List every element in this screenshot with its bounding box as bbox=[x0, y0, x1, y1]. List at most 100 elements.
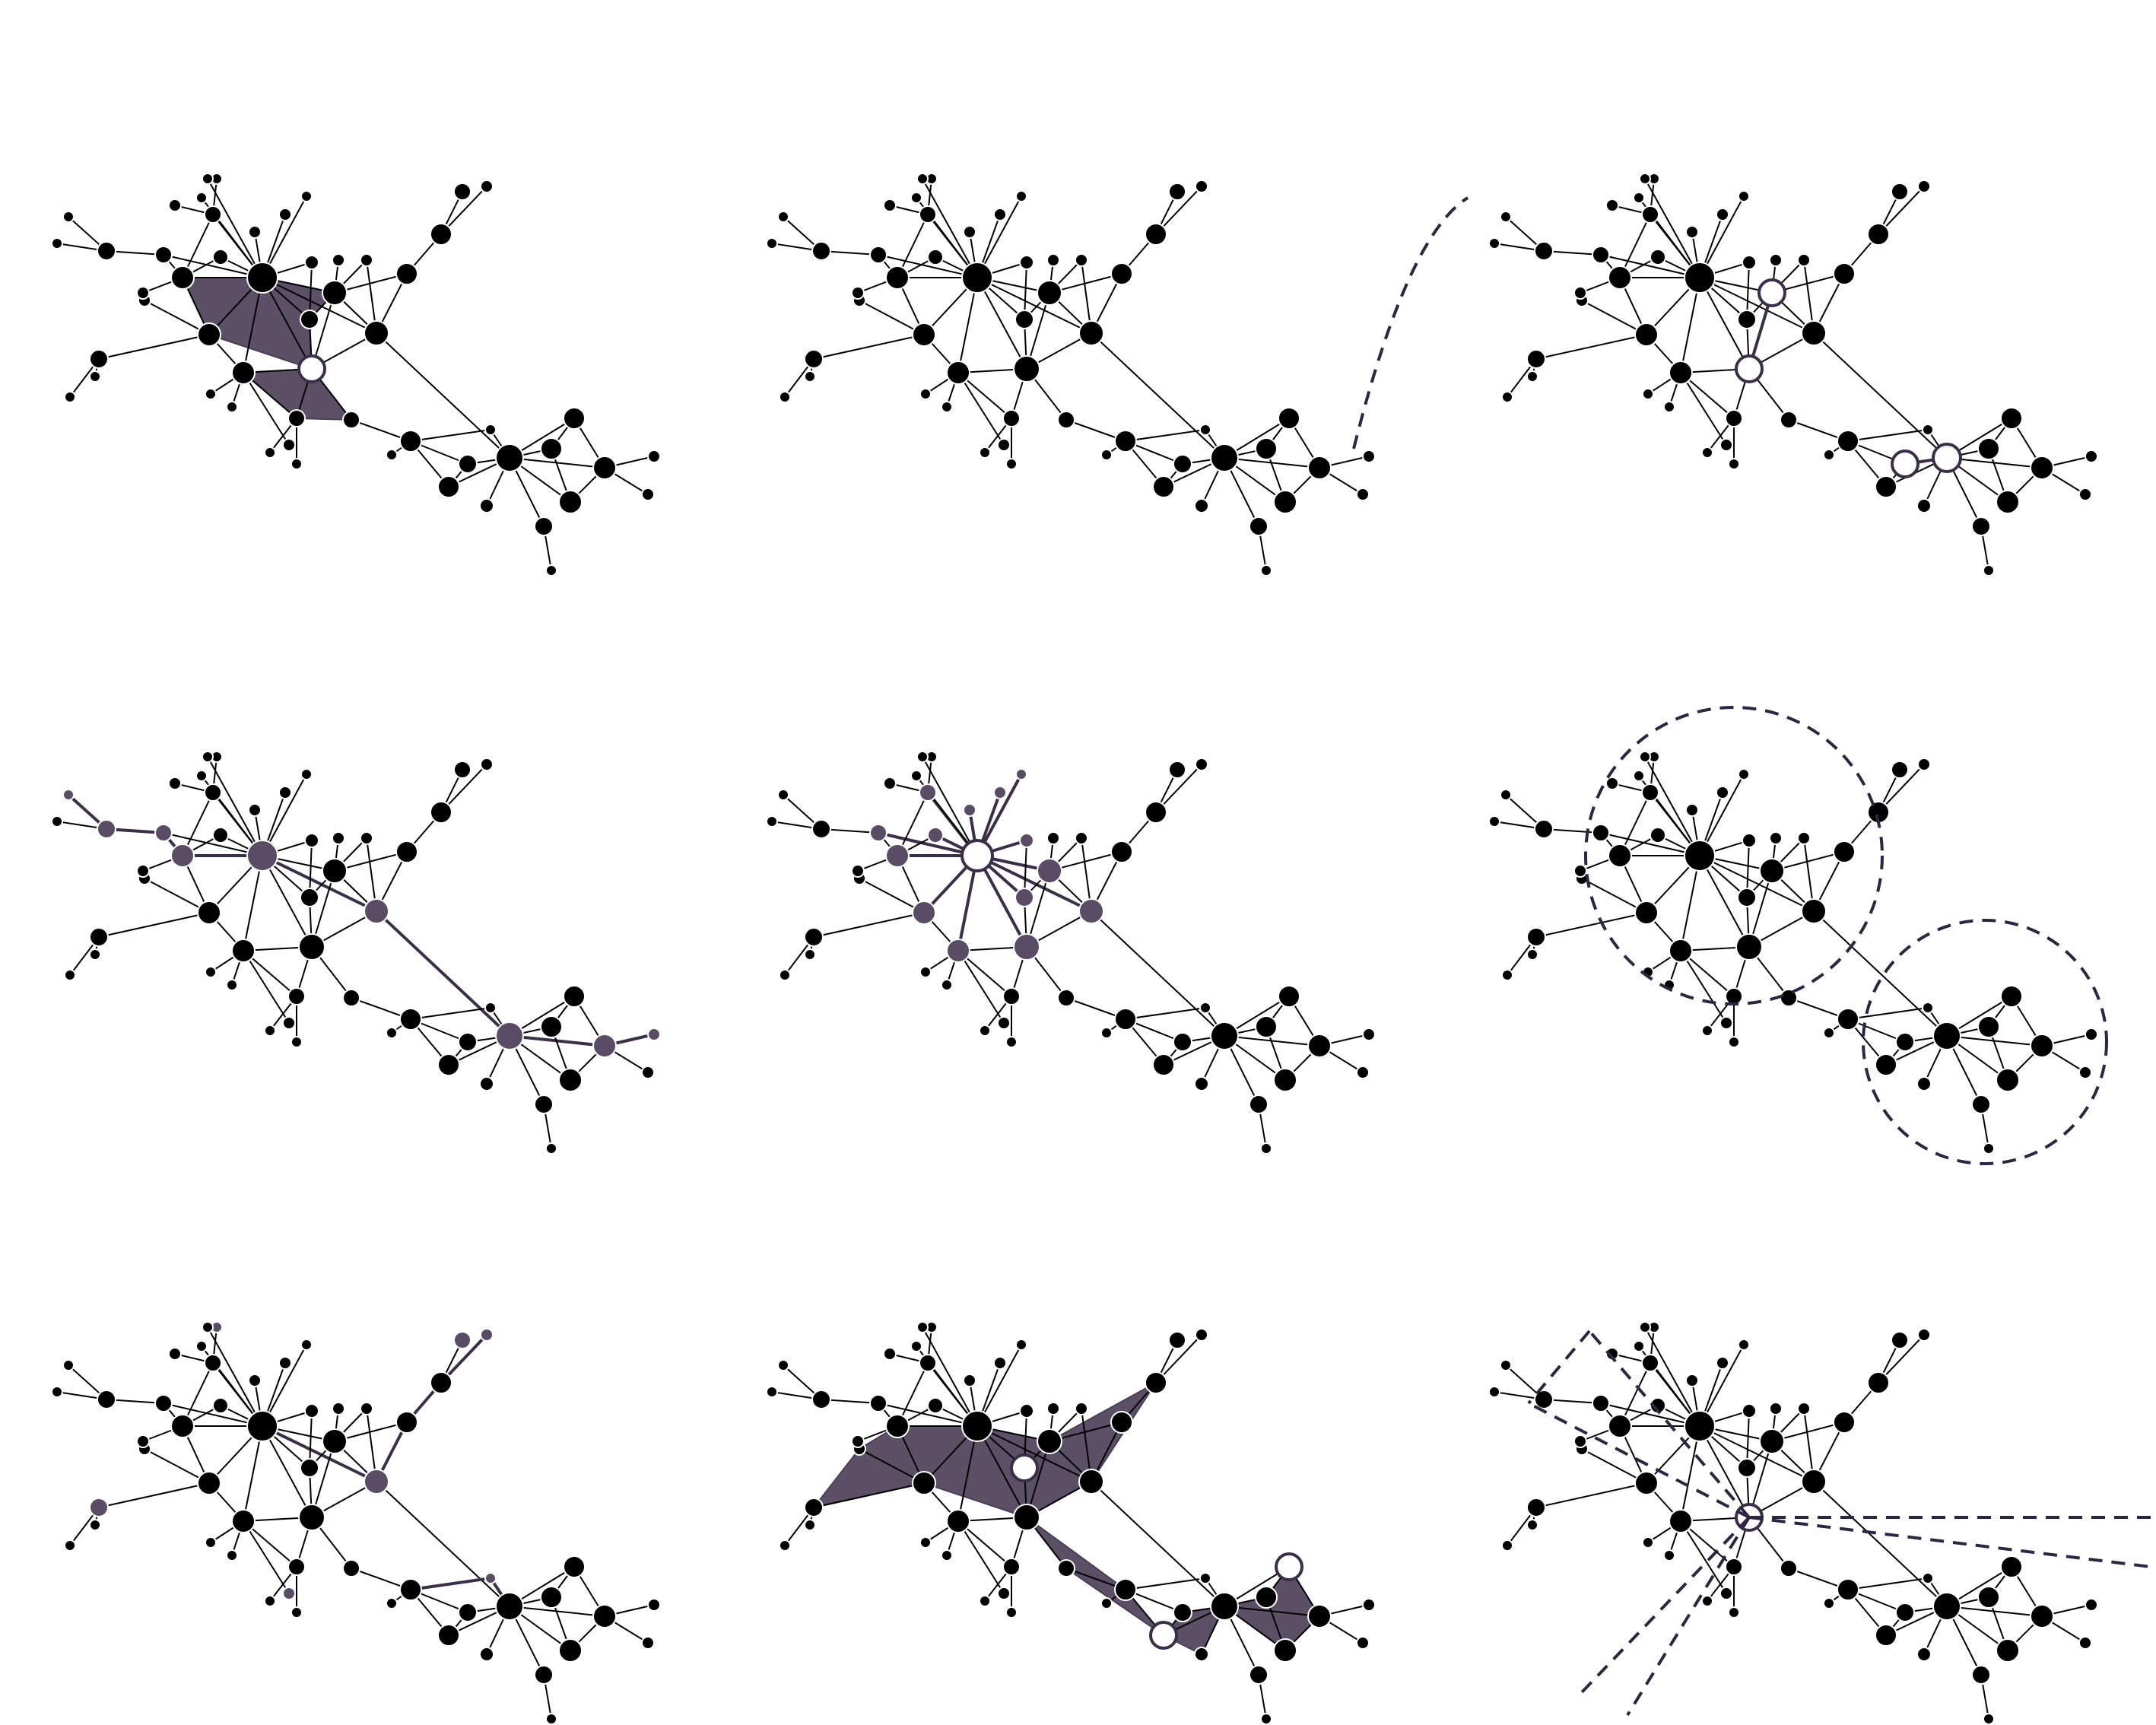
edge bbox=[376, 332, 510, 459]
edge bbox=[1680, 950, 1727, 1024]
node bbox=[1114, 430, 1137, 453]
community-circles-panel bbox=[1488, 706, 2108, 1165]
edge bbox=[243, 277, 263, 373]
node bbox=[1738, 768, 1750, 780]
node bbox=[291, 1606, 303, 1619]
highlighted-node bbox=[647, 1028, 661, 1041]
edge bbox=[375, 910, 511, 1037]
node bbox=[1273, 1638, 1297, 1663]
node bbox=[62, 211, 75, 223]
node bbox=[248, 1374, 262, 1387]
edge bbox=[1847, 1577, 1929, 1590]
node bbox=[534, 1094, 554, 1114]
node bbox=[1971, 1094, 1991, 1114]
node bbox=[1110, 262, 1133, 285]
node bbox=[592, 1604, 617, 1628]
node bbox=[1738, 190, 1750, 202]
node bbox=[136, 1434, 150, 1448]
node bbox=[205, 388, 217, 400]
node bbox=[2000, 1555, 2023, 1578]
node bbox=[1837, 1578, 1859, 1601]
edge bbox=[1699, 1425, 1815, 1482]
node bbox=[332, 253, 345, 267]
node bbox=[1168, 1331, 1186, 1349]
node bbox=[1895, 1603, 1915, 1622]
node bbox=[1260, 564, 1272, 577]
node bbox=[869, 246, 887, 264]
node bbox=[910, 192, 922, 204]
node bbox=[1895, 1032, 1915, 1052]
highlighted-node bbox=[170, 843, 195, 868]
node bbox=[479, 1647, 494, 1662]
node bbox=[997, 438, 1011, 452]
node bbox=[919, 205, 937, 224]
node bbox=[2000, 407, 2023, 430]
node bbox=[1488, 237, 1500, 249]
edge bbox=[922, 178, 978, 278]
node bbox=[1260, 1142, 1272, 1155]
node bbox=[811, 819, 831, 839]
edge bbox=[163, 832, 263, 856]
node bbox=[1685, 1374, 1699, 1387]
node bbox=[458, 454, 478, 474]
edge bbox=[1699, 1425, 1750, 1518]
node bbox=[1488, 1386, 1500, 1398]
node bbox=[226, 979, 238, 991]
node bbox=[195, 192, 208, 204]
node bbox=[480, 179, 494, 193]
node bbox=[51, 237, 63, 249]
node bbox=[453, 761, 472, 779]
node bbox=[205, 1536, 217, 1549]
highlighted-node bbox=[869, 824, 887, 842]
node bbox=[1194, 1076, 1209, 1091]
node bbox=[322, 1428, 348, 1454]
spanning-edges-panel bbox=[51, 1321, 661, 1725]
edge bbox=[1091, 910, 1225, 1037]
node bbox=[1255, 437, 1278, 460]
highlighted-node bbox=[480, 1328, 494, 1342]
node bbox=[1977, 437, 2000, 460]
node bbox=[1057, 411, 1075, 429]
edge bbox=[1813, 910, 1948, 1037]
node bbox=[1015, 1339, 1027, 1351]
node bbox=[1701, 446, 1713, 459]
node bbox=[495, 443, 524, 472]
node bbox=[919, 388, 932, 400]
edge bbox=[813, 1482, 925, 1508]
highlighted-node bbox=[364, 898, 389, 924]
node bbox=[1002, 987, 1021, 1005]
node bbox=[1526, 948, 1538, 961]
node bbox=[997, 1016, 1011, 1030]
node bbox=[916, 1321, 929, 1333]
node bbox=[1663, 1549, 1675, 1561]
node bbox=[927, 1397, 944, 1414]
edge bbox=[207, 1326, 263, 1427]
node bbox=[997, 1587, 1011, 1600]
node bbox=[430, 223, 452, 246]
node bbox=[399, 1008, 422, 1031]
node bbox=[1526, 927, 1546, 947]
node bbox=[919, 1536, 932, 1549]
node bbox=[197, 1471, 221, 1495]
open-node bbox=[297, 354, 326, 383]
edge bbox=[1680, 372, 1727, 446]
edge bbox=[1600, 254, 1700, 278]
node bbox=[168, 777, 182, 790]
node bbox=[495, 1592, 524, 1621]
node bbox=[1362, 1598, 1376, 1612]
node bbox=[811, 241, 831, 261]
node bbox=[97, 1390, 116, 1409]
node bbox=[1356, 1636, 1370, 1650]
node bbox=[2000, 985, 2023, 1008]
edge bbox=[163, 1403, 263, 1427]
node bbox=[1249, 1094, 1269, 1114]
node bbox=[300, 190, 313, 202]
edge bbox=[144, 878, 210, 913]
community-circle-left bbox=[1584, 706, 1884, 1005]
node bbox=[89, 927, 109, 947]
node bbox=[1255, 1586, 1278, 1609]
node bbox=[592, 456, 617, 480]
edge bbox=[1847, 429, 1929, 442]
node bbox=[1573, 286, 1587, 300]
